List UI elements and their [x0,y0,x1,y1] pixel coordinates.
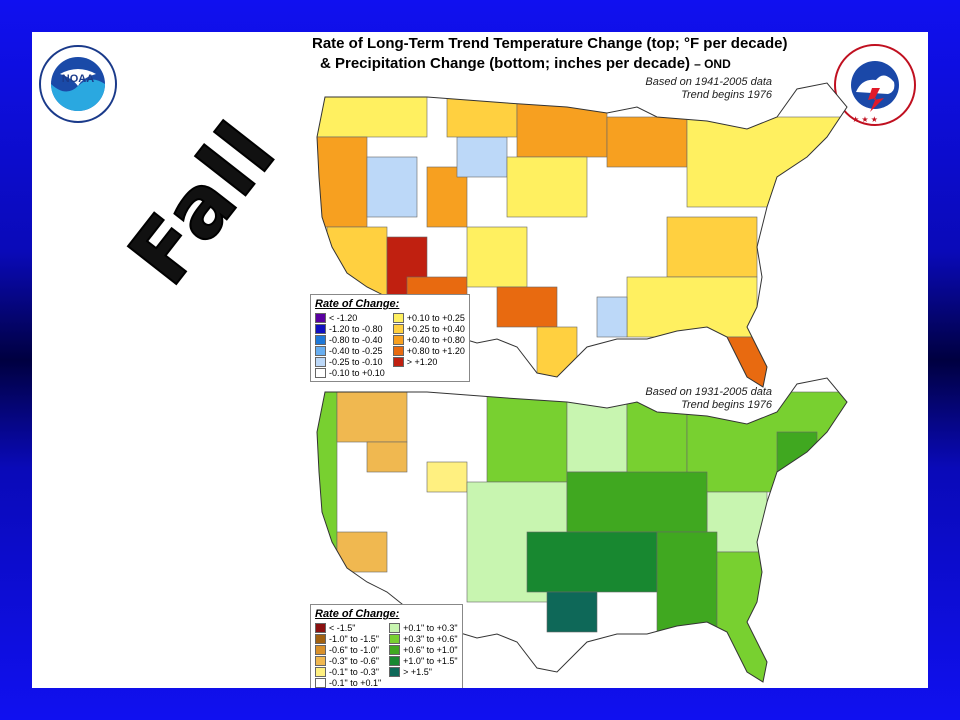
temperature-legend-swatch [315,334,326,345]
precipitation-legend-swatch [389,633,401,644]
temperature-legend-entry: +0.40 to +0.80 [392,334,465,345]
temperature-basis-line-1: Based on 1941-2005 data [645,76,772,88]
precipitation-basis-note: Based on 1931-2005 data Trend begins 197… [622,386,772,412]
precipitation-legend-entry: +0.6" to +1.0" [389,644,458,655]
temperature-legend-entry: -1.20 to -0.80 [315,323,385,334]
precipitation-legend-entry: -0.3" to -0.6" [315,655,381,666]
precipitation-legend-label: -0.1" to -0.3" [329,666,379,677]
season-label: Fall [109,103,296,303]
precipitation-legend-entry: -0.6" to -1.0" [315,644,381,655]
temperature-legend-entry: +0.25 to +0.40 [392,323,465,334]
temperature-legend-label: -0.40 to -0.25 [329,345,383,356]
precipitation-basis-line-1: Based on 1931-2005 data [645,386,772,398]
precipitation-legend-entry: -0.1" to -0.3" [315,666,381,677]
temperature-legend-swatch [315,345,326,356]
precipitation-legend-entry: < -1.5" [315,622,381,633]
temperature-legend-label: -0.25 to -0.10 [329,356,383,367]
temperature-legend-label: > +1.20 [406,356,438,367]
precipitation-basis-line-2: Trend begins 1976 [681,399,772,411]
temperature-legend-entry: > +1.20 [392,356,465,367]
temperature-legend-label: +0.10 to +0.25 [406,312,465,323]
precipitation-legend-label: > +1.5" [403,666,432,677]
temperature-legend-swatch [315,312,326,323]
temperature-legend-title: Rate of Change: [315,298,400,310]
temperature-legend-entry: +0.10 to +0.25 [392,312,465,323]
temperature-legend-entry: +0.80 to +1.20 [392,345,465,356]
temperature-legend-label: +0.25 to +0.40 [406,323,465,334]
temperature-legend-entry: -0.10 to +0.10 [315,367,385,378]
precipitation-legend-swatch [315,677,326,688]
temperature-legend-entry: -0.40 to -0.25 [315,345,385,356]
precipitation-legend-label: +1.0" to +1.5" [403,655,458,666]
precipitation-legend-right: +0.1" to +0.3" +0.3" to +0.6" +0.6" to +1.… [389,622,458,688]
svg-text:NOAA: NOAA [62,73,94,85]
temperature-legend-swatch [392,356,404,367]
precipitation-legend-swatch [389,655,401,666]
precipitation-legend-left: < -1.5" -1.0" to -1.5" -0.6" to -1.0" -0.3"… [315,622,381,688]
precipitation-legend-entry: -1.0" to -1.5" [315,633,381,644]
temperature-legend-swatch [315,323,326,334]
temperature-legend-entry: -0.25 to -0.10 [315,356,385,367]
temperature-legend: Rate of Change: < -1.20 -1.20 to -0.80 -0.… [310,294,470,382]
temperature-legend-swatch [392,312,404,323]
temperature-legend-label: < -1.20 [329,312,358,323]
temperature-legend-left: < -1.20 -1.20 to -0.80 -0.80 to -0.40 -0.40… [315,312,385,378]
temperature-legend-swatch [315,367,326,378]
temperature-legend-right: +0.10 to +0.25 +0.25 to +0.40 +0.40 to +0.… [392,312,465,378]
precipitation-legend-entry: -0.1" to +0.1" [315,677,381,688]
precipitation-legend-label: +0.6" to +1.0" [403,644,458,655]
precipitation-legend-swatch [315,666,326,677]
temperature-trend-map [316,82,848,388]
precipitation-legend-swatch [389,622,401,633]
nws-logo-icon: ★ ★ ★ [834,44,916,126]
temperature-legend-swatch [392,334,404,345]
title-line-2-text: & Precipitation Change (bottom; inches p… [320,55,691,72]
precipitation-legend-label: +0.3" to +0.6" [403,633,458,644]
precipitation-legend-entry: +0.3" to +0.6" [389,633,458,644]
temperature-basis-note: Based on 1941-2005 data Trend begins 197… [622,76,772,102]
precipitation-legend-swatch [389,666,401,677]
season-code: – OND [694,57,731,71]
precipitation-legend-entry: +1.0" to +1.5" [389,655,458,666]
temperature-legend-entry: -0.80 to -0.40 [315,334,385,345]
title-line-1: Rate of Long-Term Trend Temperature Chan… [312,35,788,52]
precipitation-legend-swatch [315,655,326,666]
precipitation-legend-swatch [315,633,326,644]
title-line-2: & Precipitation Change (bottom; inches p… [320,54,788,74]
temperature-legend-swatch [392,345,404,356]
svg-text:★ ★ ★: ★ ★ ★ [852,115,878,124]
precipitation-legend-entry: > +1.5" [389,666,457,677]
precipitation-legend-label: +0.1" to +0.3" [403,622,458,633]
precipitation-legend-label: -0.1" to +0.1" [329,677,382,688]
temperature-basis-line-2: Trend begins 1976 [681,89,772,101]
slide: NOAA ★ ★ ★ Rate of Long-Term Trend Tempe… [32,32,928,688]
precipitation-legend: Rate of Change: < -1.5" -1.0" to -1.5" -0.… [310,604,463,688]
noaa-logo-icon: NOAA [39,45,117,123]
precipitation-legend-label: < -1.5" [329,622,356,633]
precipitation-legend-label: -0.6" to -1.0" [329,644,379,655]
temperature-legend-label: -0.10 to +0.10 [329,367,385,378]
precipitation-legend-label: -1.0" to -1.5" [329,633,379,644]
temperature-legend-label: -0.80 to -0.40 [329,334,383,345]
temperature-legend-swatch [392,323,404,334]
precipitation-legend-label: -0.3" to -0.6" [329,655,379,666]
precipitation-legend-swatch [315,644,326,655]
temperature-legend-swatch [315,356,326,367]
temperature-legend-label: +0.80 to +1.20 [406,345,465,356]
temperature-legend-label: +0.40 to +0.80 [406,334,465,345]
precipitation-legend-title: Rate of Change: [315,608,400,620]
temperature-legend-entry: < -1.20 [315,312,385,323]
precipitation-legend-swatch [389,644,401,655]
precipitation-legend-swatch [315,622,326,633]
map-title: Rate of Long-Term Trend Temperature Chan… [312,34,788,74]
temperature-legend-label: -1.20 to -0.80 [329,323,383,334]
precipitation-legend-entry: +0.1" to +0.3" [389,622,458,633]
